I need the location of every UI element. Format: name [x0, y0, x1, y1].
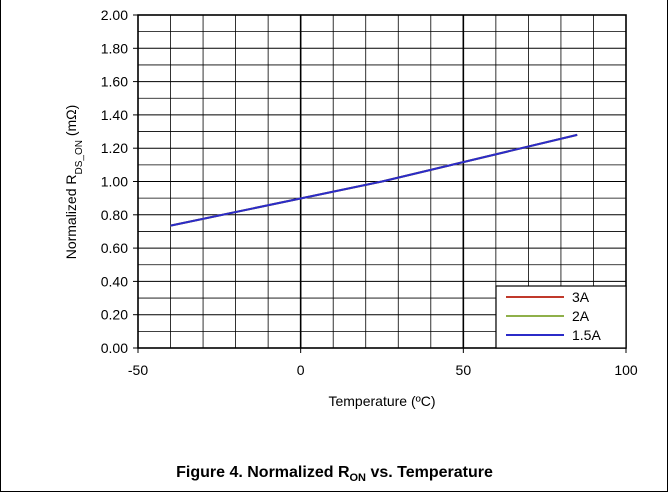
legend-label: 2A — [572, 308, 590, 324]
y-axis-label-tail: (mΩ) — [63, 105, 79, 140]
y-tick-label: 2.00 — [101, 7, 128, 23]
caption-prefix: Figure 4. Normalized R — [176, 464, 350, 481]
y-tick-label: 1.40 — [101, 107, 128, 123]
caption-sub: ON — [349, 472, 367, 485]
legend-label: 1.5A — [572, 327, 601, 343]
grid — [138, 15, 626, 348]
y-axis-label-main: Normalized R — [63, 174, 79, 259]
y-tick-label: 0.00 — [101, 340, 128, 356]
y-tick-label: 1.80 — [101, 40, 128, 56]
y-tick-label: 1.60 — [101, 74, 128, 90]
y-tick-label: 0.60 — [101, 240, 128, 256]
x-tick-label: 100 — [614, 362, 638, 378]
y-axis-label: Normalized RDS_ON (mΩ) — [63, 105, 85, 260]
chart: 0.00 0.20 0.40 0.60 0.80 1.00 1.20 1.40 1.60 1.80… — [63, 7, 638, 409]
y-tick-label: 0.80 — [101, 207, 128, 223]
figure-caption: Figure 4. Normalized RON vs. Temperature — [0, 464, 669, 484]
y-tick-label: 1.20 — [101, 140, 128, 156]
series-lines — [170, 133, 578, 227]
y-tick-label: 0.40 — [101, 273, 128, 289]
x-tick-label: 50 — [456, 362, 472, 378]
caption-suffix: vs. Temperature — [366, 464, 493, 481]
x-tick-label: 0 — [297, 362, 305, 378]
x-axis-label: Temperature (ºC) — [328, 393, 435, 409]
legend-label: 3A — [572, 289, 590, 305]
legend: 3A 2A 1.5A — [495, 285, 627, 349]
y-tick-label: 0.20 — [101, 307, 128, 323]
x-tick-label: -50 — [128, 362, 148, 378]
axes: 0.00 0.20 0.40 0.60 0.80 1.00 1.20 1.40 1.60 1.80… — [101, 7, 638, 378]
series-line-1-5a — [170, 133, 578, 227]
y-axis-label-sub: DS_ON — [74, 140, 85, 174]
y-tick-label: 1.00 — [101, 174, 128, 190]
